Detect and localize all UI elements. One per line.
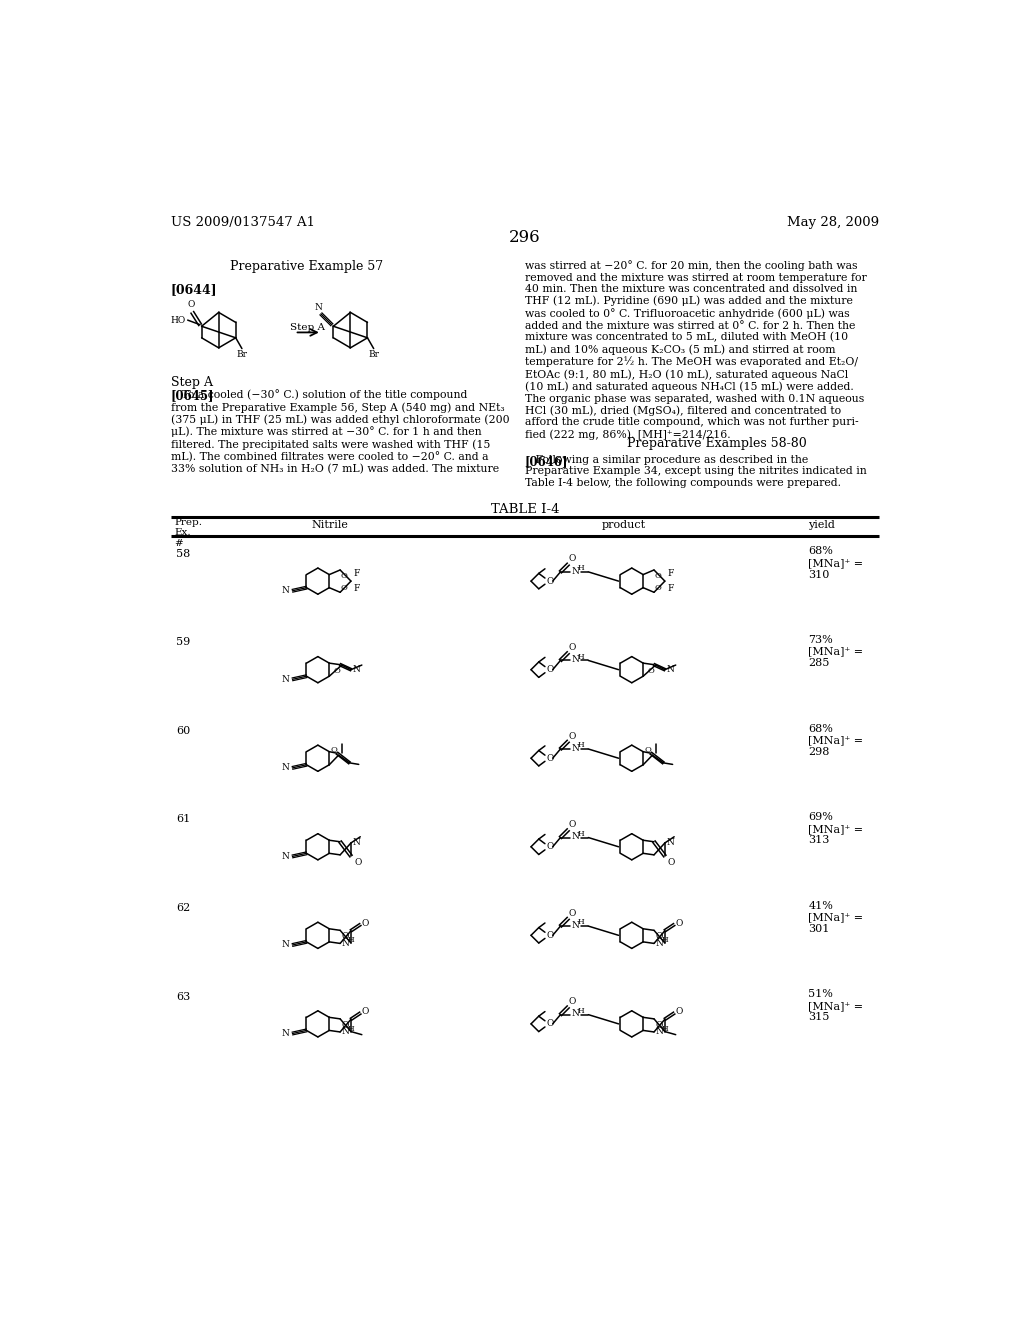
Text: [0646]: [0646] [524,455,568,467]
Text: 62: 62 [176,903,190,913]
Text: O: O [568,643,575,652]
Text: O: O [654,583,662,591]
Text: 51%
[MNa]⁺ =
315: 51% [MNa]⁺ = 315 [809,989,863,1023]
Text: 68%
[MNa]⁺ =
310: 68% [MNa]⁺ = 310 [809,546,863,579]
Text: F: F [668,585,674,593]
Text: Br: Br [237,350,248,359]
Text: 73%
[MNa]⁺ =
285: 73% [MNa]⁺ = 285 [809,635,863,668]
Text: N: N [667,838,674,847]
Text: N: N [571,566,580,576]
Text: [0644]: [0644] [171,284,217,296]
Text: H: H [348,936,354,944]
Text: Preparative Example 57: Preparative Example 57 [229,260,383,273]
Text: N: N [282,586,290,595]
Text: was stirred at −20° C. for 20 min, then the cooling bath was
removed and the mix: was stirred at −20° C. for 20 min, then … [524,260,866,440]
Text: O: O [568,997,575,1006]
Text: O: O [568,908,575,917]
Text: O: O [676,919,683,928]
Text: O: O [341,572,348,579]
Text: H: H [662,1024,669,1032]
Text: O: O [655,932,663,941]
Text: 60: 60 [176,726,190,735]
Text: N: N [282,940,290,949]
Text: O: O [547,931,554,940]
Text: N: N [571,655,580,664]
Text: O: O [655,1020,663,1030]
Text: Prep.
Ex.
#: Prep. Ex. # [174,517,203,548]
Text: 58: 58 [176,549,190,558]
Text: Step A: Step A [290,323,326,333]
Text: F: F [668,569,674,578]
Text: H: H [578,830,584,838]
Text: H: H [348,1024,354,1032]
Text: N: N [314,302,323,312]
Text: N: N [352,665,360,675]
Text: O: O [676,1007,683,1016]
Text: O: O [361,1007,370,1016]
Text: product: product [602,520,646,529]
Text: Step A: Step A [171,376,213,388]
Text: N: N [655,939,664,948]
Text: O: O [331,746,338,755]
Text: O: O [647,667,654,675]
Text: H: H [578,1007,584,1015]
Text: N: N [282,851,290,861]
Text: O: O [354,858,361,867]
Text: N: N [571,743,580,752]
Text: O: O [547,754,554,763]
Text: N: N [352,838,360,847]
Text: N: N [282,675,290,684]
Text: N: N [342,1027,349,1036]
Text: O: O [547,1019,554,1028]
Text: 69%
[MNa]⁺ =
313: 69% [MNa]⁺ = 313 [809,812,863,845]
Text: N: N [667,665,674,675]
Text: Following a similar procedure as described in the
Preparative Example 34, except: Following a similar procedure as describ… [524,455,866,488]
Text: N: N [571,833,580,841]
Text: O: O [547,842,554,851]
Text: O: O [568,554,575,564]
Text: N: N [571,1010,580,1018]
Text: O: O [333,667,340,675]
Text: yield: yield [809,520,836,529]
Text: 41%
[MNa]⁺ =
301: 41% [MNa]⁺ = 301 [809,900,863,933]
Text: O: O [568,820,575,829]
Text: To a cooled (−30° C.) solution of the title compound
from the Preparative Exampl: To a cooled (−30° C.) solution of the ti… [171,389,509,474]
Text: Br: Br [369,350,379,359]
Text: HO: HO [171,315,186,325]
Text: O: O [547,577,554,586]
Text: N: N [655,1027,664,1036]
Text: N: N [282,763,290,772]
Text: O: O [361,919,370,928]
Text: Preparative Examples 58-80: Preparative Examples 58-80 [627,437,807,450]
Text: O: O [187,301,195,309]
Text: F: F [353,585,359,593]
Text: F: F [353,569,359,578]
Text: O: O [342,932,349,941]
Text: US 2009/0137547 A1: US 2009/0137547 A1 [171,216,314,230]
Text: O: O [668,858,676,867]
Text: May 28, 2009: May 28, 2009 [786,216,879,230]
Text: Nitrile: Nitrile [311,520,348,529]
Text: N: N [282,1030,290,1038]
Text: H: H [578,919,584,927]
Text: O: O [568,731,575,741]
Text: [0645]: [0645] [171,389,214,403]
Text: H: H [578,652,584,660]
Text: N: N [342,939,349,948]
Text: 63: 63 [176,991,190,1002]
Text: H: H [578,564,584,572]
Text: 59: 59 [176,638,190,647]
Text: 68%
[MNa]⁺ =
298: 68% [MNa]⁺ = 298 [809,723,863,756]
Text: 61: 61 [176,814,190,825]
Text: O: O [645,746,651,755]
Text: O: O [547,665,554,675]
Text: H: H [662,936,669,944]
Text: O: O [341,583,348,591]
Text: 296: 296 [509,230,541,247]
Text: N: N [571,921,580,929]
Text: H: H [578,741,584,750]
Text: O: O [654,572,662,579]
Text: TABLE I-4: TABLE I-4 [490,503,559,516]
Text: O: O [342,1020,349,1030]
